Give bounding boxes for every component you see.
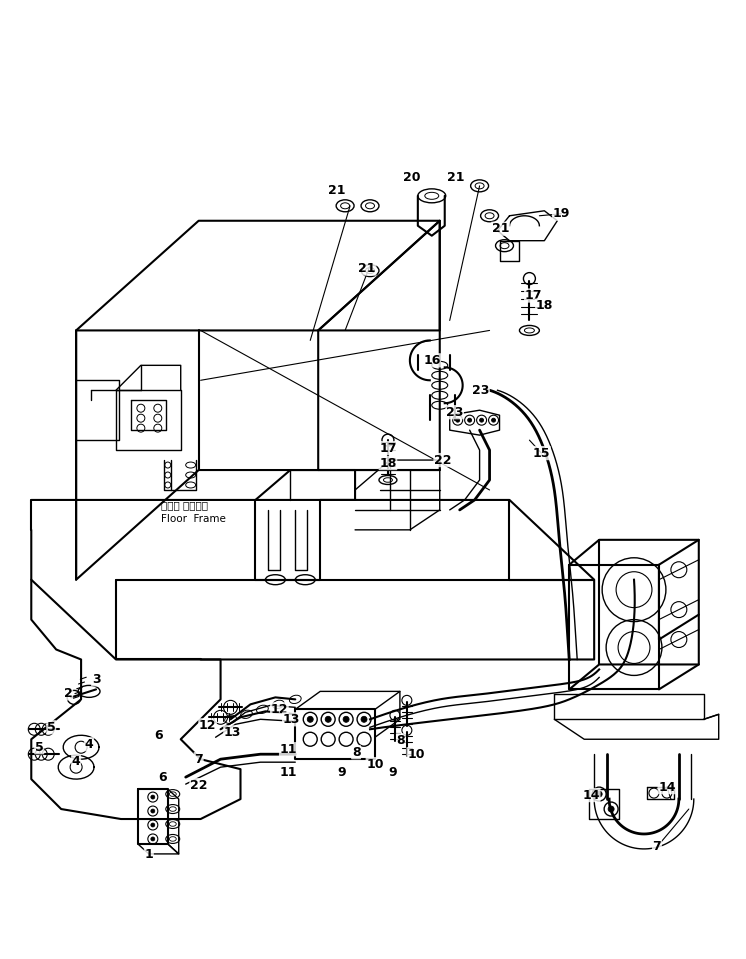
Text: 9: 9 [338, 765, 346, 779]
Text: 12: 12 [271, 703, 288, 715]
Text: 20: 20 [403, 172, 421, 184]
Text: 22: 22 [190, 779, 207, 791]
Text: 19: 19 [553, 207, 570, 221]
Circle shape [480, 418, 483, 422]
Text: 3: 3 [92, 673, 101, 686]
Circle shape [325, 716, 331, 722]
Circle shape [361, 716, 367, 722]
Text: 4: 4 [85, 737, 93, 751]
Text: 21: 21 [358, 262, 376, 275]
Text: 13: 13 [224, 726, 241, 738]
Text: 6: 6 [158, 771, 167, 784]
Text: 2: 2 [63, 687, 72, 700]
Text: 8: 8 [352, 746, 360, 759]
Text: 17: 17 [379, 441, 397, 455]
Text: 22: 22 [434, 454, 451, 467]
Circle shape [596, 791, 602, 797]
Text: 11: 11 [280, 742, 297, 756]
Text: 5: 5 [35, 740, 43, 754]
Circle shape [492, 418, 495, 422]
Text: 21: 21 [447, 172, 465, 184]
Circle shape [343, 716, 349, 722]
Text: 10: 10 [407, 748, 424, 760]
Text: フロア フレーム: フロア フレーム [161, 500, 208, 510]
Text: 12: 12 [199, 719, 216, 732]
Text: 23: 23 [472, 384, 489, 397]
Circle shape [151, 809, 155, 813]
Text: 23: 23 [446, 406, 463, 419]
Text: 9: 9 [389, 765, 397, 779]
Circle shape [456, 418, 460, 422]
Text: 6: 6 [154, 729, 163, 741]
Circle shape [608, 807, 614, 812]
Text: 13: 13 [283, 713, 300, 726]
Text: 21: 21 [492, 222, 510, 235]
Text: 14: 14 [583, 788, 600, 802]
Text: 7: 7 [194, 753, 203, 765]
Text: 1: 1 [145, 849, 153, 861]
Text: 10: 10 [366, 758, 383, 771]
Text: 11: 11 [280, 765, 297, 779]
Text: 18: 18 [536, 299, 553, 312]
Text: 16: 16 [423, 354, 440, 367]
Circle shape [307, 716, 313, 722]
Text: Floor  Frame: Floor Frame [161, 514, 226, 524]
Circle shape [151, 837, 155, 841]
Text: 21: 21 [328, 184, 346, 198]
Text: 7: 7 [653, 840, 661, 854]
Text: 5: 5 [47, 721, 56, 734]
Text: 18: 18 [379, 456, 397, 470]
Text: 14: 14 [658, 781, 676, 794]
Text: 8: 8 [397, 734, 405, 747]
Text: 17: 17 [524, 289, 542, 302]
Circle shape [468, 418, 471, 422]
Circle shape [151, 823, 155, 827]
Circle shape [151, 795, 155, 799]
Text: 15: 15 [533, 447, 550, 459]
Text: 4: 4 [72, 755, 81, 768]
